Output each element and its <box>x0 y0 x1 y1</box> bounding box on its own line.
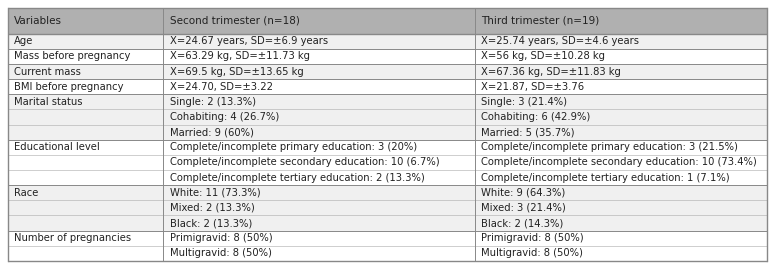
Bar <box>8 94 164 109</box>
Bar <box>164 215 475 231</box>
Bar <box>164 155 475 170</box>
Text: Marital status: Marital status <box>14 97 82 107</box>
Bar <box>475 215 767 231</box>
Text: Third trimester (n=19): Third trimester (n=19) <box>481 16 599 26</box>
Bar <box>164 8 475 34</box>
Bar <box>164 79 475 94</box>
Text: Mass before pregnancy: Mass before pregnancy <box>14 51 130 61</box>
Text: Variables: Variables <box>14 16 62 26</box>
Bar <box>475 231 767 246</box>
Bar <box>8 64 164 79</box>
Bar <box>475 185 767 200</box>
Text: X=63.29 kg, SD=±11.73 kg: X=63.29 kg, SD=±11.73 kg <box>170 51 310 61</box>
Bar <box>164 109 475 125</box>
Text: X=21.87, SD=±3.76: X=21.87, SD=±3.76 <box>481 82 584 92</box>
Text: X=25.74 years, SD=±4.6 years: X=25.74 years, SD=±4.6 years <box>481 36 639 46</box>
Bar <box>164 94 475 109</box>
Bar <box>475 34 767 49</box>
Text: Age: Age <box>14 36 33 46</box>
Bar <box>475 125 767 140</box>
Bar <box>8 34 164 49</box>
Text: Black: 2 (14.3%): Black: 2 (14.3%) <box>481 218 563 228</box>
Bar <box>8 79 164 94</box>
Text: Married: 9 (60%): Married: 9 (60%) <box>170 127 253 137</box>
Text: Complete/incomplete primary education: 3 (21.5%): Complete/incomplete primary education: 3… <box>481 142 738 152</box>
Bar <box>8 49 164 64</box>
Bar <box>164 64 475 79</box>
Bar <box>8 109 164 125</box>
Text: X=24.67 years, SD=±6.9 years: X=24.67 years, SD=±6.9 years <box>170 36 328 46</box>
Bar <box>8 125 164 140</box>
Text: Complete/incomplete primary education: 3 (20%): Complete/incomplete primary education: 3… <box>170 142 417 152</box>
Text: Mixed: 3 (21.4%): Mixed: 3 (21.4%) <box>481 203 566 213</box>
Bar <box>164 231 475 246</box>
Text: BMI before pregnancy: BMI before pregnancy <box>14 82 123 92</box>
Text: Primigravid: 8 (50%): Primigravid: 8 (50%) <box>481 233 584 243</box>
Text: Primigravid: 8 (50%): Primigravid: 8 (50%) <box>170 233 272 243</box>
Text: Complete/incomplete tertiary education: 1 (7.1%): Complete/incomplete tertiary education: … <box>481 173 730 183</box>
Text: Educational level: Educational level <box>14 142 100 152</box>
Text: Mixed: 2 (13.3%): Mixed: 2 (13.3%) <box>170 203 254 213</box>
Bar <box>8 246 164 261</box>
Bar <box>475 200 767 215</box>
Bar <box>164 246 475 261</box>
Text: Complete/incomplete secondary education: 10 (73.4%): Complete/incomplete secondary education:… <box>481 157 757 167</box>
Text: X=24.70, SD=±3.22: X=24.70, SD=±3.22 <box>170 82 273 92</box>
Text: Black: 2 (13.3%): Black: 2 (13.3%) <box>170 218 252 228</box>
Text: Cohabiting: 6 (42.9%): Cohabiting: 6 (42.9%) <box>481 112 591 122</box>
Bar <box>475 155 767 170</box>
Text: Cohabiting: 4 (26.7%): Cohabiting: 4 (26.7%) <box>170 112 279 122</box>
Bar <box>8 231 164 246</box>
Text: White: 11 (73.3%): White: 11 (73.3%) <box>170 188 260 198</box>
Bar <box>8 185 164 200</box>
Bar <box>8 170 164 185</box>
Bar <box>475 8 767 34</box>
Text: Number of pregnancies: Number of pregnancies <box>14 233 131 243</box>
Text: Second trimester (n=18): Second trimester (n=18) <box>170 16 299 26</box>
Bar <box>475 49 767 64</box>
Text: Multigravid: 8 (50%): Multigravid: 8 (50%) <box>170 248 271 258</box>
Bar <box>164 200 475 215</box>
Bar <box>164 185 475 200</box>
Text: White: 9 (64.3%): White: 9 (64.3%) <box>481 188 565 198</box>
Text: Single: 2 (13.3%): Single: 2 (13.3%) <box>170 97 256 107</box>
Text: Complete/incomplete secondary education: 10 (6.7%): Complete/incomplete secondary education:… <box>170 157 439 167</box>
Bar <box>8 8 164 34</box>
Bar <box>475 140 767 155</box>
Bar <box>475 109 767 125</box>
Bar <box>475 170 767 185</box>
Bar <box>164 125 475 140</box>
Bar <box>8 155 164 170</box>
Bar <box>164 49 475 64</box>
Text: Married: 5 (35.7%): Married: 5 (35.7%) <box>481 127 574 137</box>
Text: X=67.36 kg, SD=±11.83 kg: X=67.36 kg, SD=±11.83 kg <box>481 66 621 76</box>
Text: Race: Race <box>14 188 38 198</box>
Text: Single: 3 (21.4%): Single: 3 (21.4%) <box>481 97 567 107</box>
Bar <box>164 170 475 185</box>
Text: X=69.5 kg, SD=±13.65 kg: X=69.5 kg, SD=±13.65 kg <box>170 66 303 76</box>
Text: Complete/incomplete tertiary education: 2 (13.3%): Complete/incomplete tertiary education: … <box>170 173 425 183</box>
Text: Multigravid: 8 (50%): Multigravid: 8 (50%) <box>481 248 583 258</box>
Text: Current mass: Current mass <box>14 66 81 76</box>
Bar <box>475 64 767 79</box>
Bar <box>475 79 767 94</box>
Bar <box>8 200 164 215</box>
Text: X=56 kg, SD=±10.28 kg: X=56 kg, SD=±10.28 kg <box>481 51 605 61</box>
Bar <box>164 140 475 155</box>
Bar <box>8 140 164 155</box>
Bar <box>164 34 475 49</box>
Bar <box>475 94 767 109</box>
Bar <box>475 246 767 261</box>
Bar <box>8 215 164 231</box>
